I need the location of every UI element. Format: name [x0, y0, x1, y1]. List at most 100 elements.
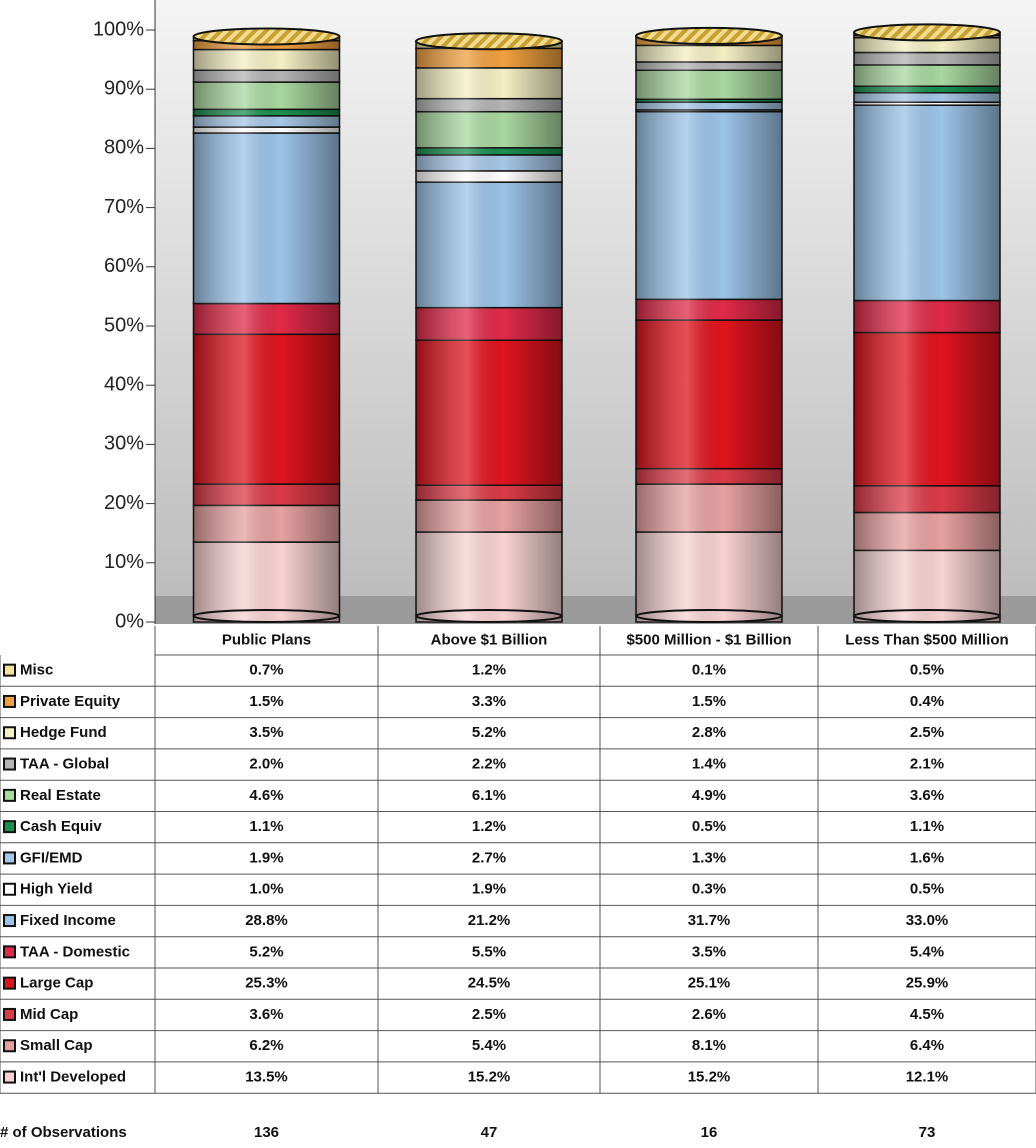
column-header: $500 Million - $1 Billion — [626, 631, 791, 648]
table-value: 1.5% — [249, 693, 283, 710]
table-value: 2.2% — [472, 756, 506, 773]
table-value: 31.7% — [688, 912, 731, 929]
table-value: 1.9% — [472, 881, 506, 898]
table-value: 3.6% — [249, 1006, 283, 1023]
legend-label: Misc — [20, 662, 53, 679]
table-value: 4.6% — [249, 787, 283, 804]
y-tick-label: 70% — [104, 196, 144, 218]
y-tick-label: 30% — [104, 433, 144, 455]
observations-label: # of Observations — [0, 1124, 127, 1141]
table-value: 24.5% — [468, 975, 511, 992]
legend-swatch — [3, 726, 16, 740]
table-value: 5.5% — [472, 943, 506, 960]
table-value: 28.8% — [245, 912, 288, 929]
legend-label: Fixed Income — [20, 912, 116, 929]
column-header: Above $1 Billion — [431, 631, 548, 648]
y-tick-label: 20% — [104, 492, 144, 514]
legend-label: Cash Equiv — [20, 818, 102, 835]
cylinder-shade — [854, 32, 1000, 623]
table-value: 3.5% — [692, 943, 726, 960]
table-value: 5.4% — [472, 1037, 506, 1054]
table-value: 5.4% — [910, 943, 944, 960]
y-tick-label: 0% — [115, 610, 144, 632]
legend-label: GFI/EMD — [20, 849, 83, 866]
table-value: 25.9% — [906, 975, 949, 992]
legend-label: Mid Cap — [20, 1006, 78, 1023]
legend-label: Small Cap — [20, 1037, 93, 1054]
table-value: 5.2% — [472, 724, 506, 741]
table-value: 4.5% — [910, 1006, 944, 1023]
y-tick-label: 10% — [104, 551, 144, 573]
table-value: 33.0% — [906, 912, 949, 929]
y-tick-label: 60% — [104, 255, 144, 277]
table-value: 0.4% — [910, 693, 944, 710]
table-value: 25.3% — [245, 975, 288, 992]
legend-swatch — [3, 663, 16, 677]
legend-label: Int'l Developed — [20, 1069, 126, 1086]
observations-value: 16 — [701, 1124, 718, 1141]
table-value: 3.3% — [472, 693, 506, 710]
table-value: 1.5% — [692, 693, 726, 710]
table-value: 0.1% — [692, 662, 726, 679]
table-value: 15.2% — [688, 1069, 731, 1086]
table-value: 25.1% — [688, 975, 731, 992]
table-value: 1.9% — [249, 849, 283, 866]
cylinder-bottom — [853, 609, 1001, 623]
cylinder-top — [853, 23, 1001, 42]
table-value: 1.1% — [249, 818, 283, 835]
table-value: 2.7% — [472, 849, 506, 866]
legend-swatch — [3, 1070, 16, 1084]
table-value: 2.1% — [910, 756, 944, 773]
table-value: 1.2% — [472, 662, 506, 679]
table-value: 2.0% — [249, 756, 283, 773]
y-tick-label: 100% — [93, 18, 144, 40]
table-value: 0.5% — [910, 881, 944, 898]
table-value: 1.0% — [249, 881, 283, 898]
y-tick-label: 80% — [104, 137, 144, 159]
table-value: 4.9% — [692, 787, 726, 804]
table-value: 13.5% — [245, 1069, 288, 1086]
cylinder-bottom — [415, 609, 563, 623]
legend-label: Private Equity — [20, 693, 121, 710]
table-value: 6.1% — [472, 787, 506, 804]
legend-swatch — [3, 882, 16, 896]
cylinder-bottom — [635, 609, 783, 623]
legend-label: TAA - Global — [20, 756, 109, 773]
legend-swatch — [3, 788, 16, 802]
cylinder-top — [192, 27, 341, 46]
cylinder-shade — [636, 35, 782, 623]
cylinder-shade — [416, 41, 562, 623]
table-value: 0.5% — [692, 818, 726, 835]
table-value: 3.6% — [910, 787, 944, 804]
cylinder-bottom — [192, 609, 341, 623]
legend-label: High Yield — [20, 881, 93, 898]
table-value: 2.6% — [692, 1006, 726, 1023]
table-value: 1.2% — [472, 818, 506, 835]
table-value: 0.7% — [249, 662, 283, 679]
table-value: 21.2% — [468, 912, 511, 929]
legend-swatch — [3, 945, 16, 959]
column-header: Less Than $500 Million — [845, 631, 1008, 648]
table-value: 1.6% — [910, 849, 944, 866]
table-value: 6.2% — [249, 1037, 283, 1054]
y-tick-label: 50% — [104, 314, 144, 336]
table-value: 15.2% — [468, 1069, 511, 1086]
table-value: 5.2% — [249, 943, 283, 960]
observations-value: 136 — [254, 1124, 279, 1141]
y-tick-label: 90% — [104, 77, 144, 99]
table-value: 1.3% — [692, 849, 726, 866]
column-header: Public Plans — [222, 631, 311, 648]
table-value: 0.3% — [692, 881, 726, 898]
legend-swatch — [3, 820, 16, 834]
legend-swatch — [3, 757, 16, 771]
table-value: 3.5% — [249, 724, 283, 741]
table-value: 12.1% — [906, 1069, 949, 1086]
cylinder-top — [415, 32, 563, 51]
legend-swatch — [3, 851, 16, 865]
legend-swatch — [3, 914, 16, 928]
table-value: 1.1% — [910, 818, 944, 835]
legend-label: Real Estate — [20, 787, 101, 804]
table-value: 6.4% — [910, 1037, 944, 1054]
legend-label: TAA - Domestic — [20, 943, 130, 960]
